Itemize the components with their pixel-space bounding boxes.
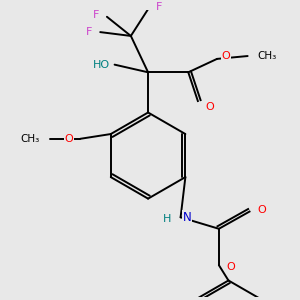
Text: F: F [93, 10, 99, 20]
Text: CH₃: CH₃ [257, 51, 276, 61]
Text: F: F [86, 27, 93, 37]
Text: H: H [163, 214, 171, 224]
Text: O: O [222, 51, 230, 61]
Text: O: O [206, 102, 214, 112]
Text: O: O [65, 134, 74, 144]
Text: O: O [226, 262, 235, 272]
Text: F: F [156, 2, 162, 12]
Text: HO: HO [93, 60, 110, 70]
Text: CH₃: CH₃ [21, 134, 40, 144]
Text: N: N [182, 211, 191, 224]
Text: O: O [257, 205, 266, 214]
